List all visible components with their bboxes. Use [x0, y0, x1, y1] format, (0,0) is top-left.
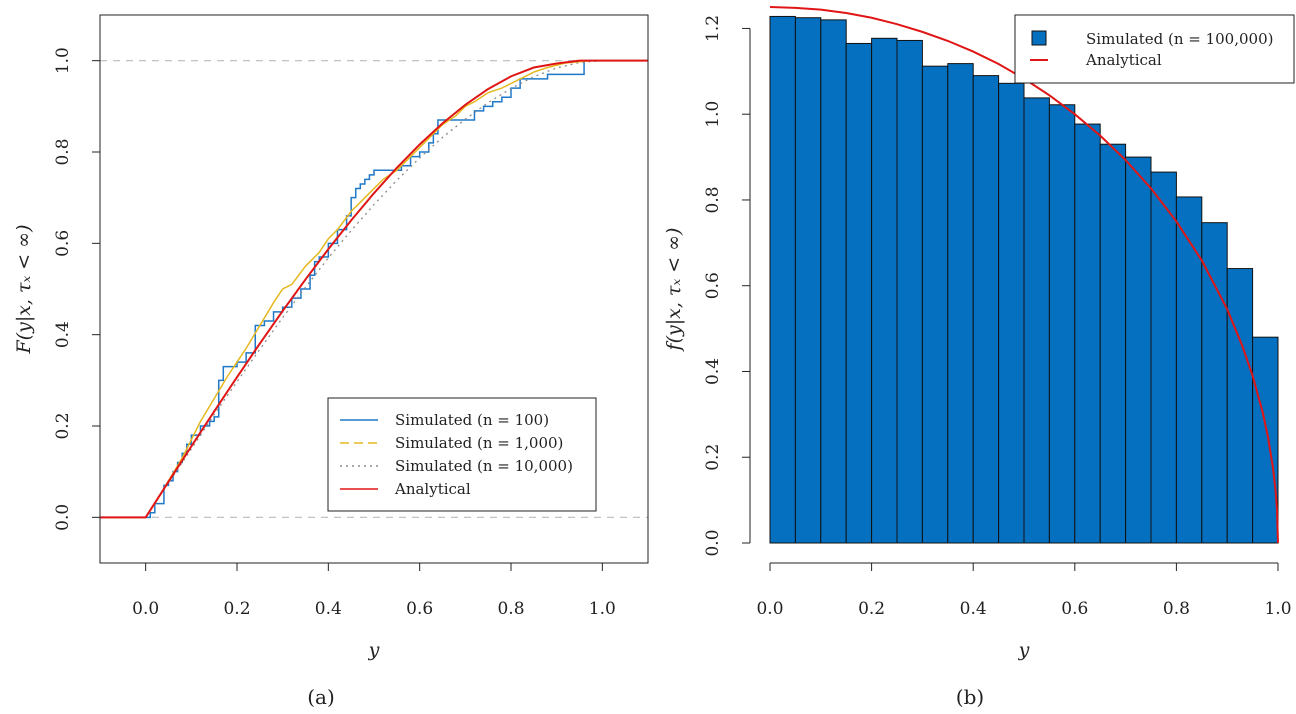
panel-a-series-group: [100, 59, 648, 519]
panel-a-legend-label-3: Analytical: [394, 480, 471, 498]
panel-b-x-tick-label: 0.8: [1163, 599, 1190, 619]
panel-b-x-tick-label: 0.6: [1061, 599, 1088, 619]
panel-a-y-tick-label: 0.2: [53, 412, 73, 439]
histogram-bar: [1074, 123, 1101, 544]
panel-b-legend-swatch-0: [1031, 30, 1047, 46]
histogram-bar: [794, 17, 822, 544]
panel-a-plot-area: [100, 59, 648, 519]
panel-a-legend-label-0: Simulated (n = 100): [395, 411, 549, 429]
panel-a-legend-box: [327, 397, 597, 512]
panel-a-y-axis: 0.0 0.2 0.4 0.6 0.8 1.0: [53, 47, 100, 531]
panel-a-y-tick-label: 0.8: [53, 138, 73, 165]
panel-a-y-tick-label: 1.0: [53, 47, 73, 74]
panel-b-y-tick-label: 0.4: [703, 358, 723, 385]
panel-b-y-tick-label: 0.6: [703, 272, 723, 299]
panel-a-frame: [99, 14, 649, 564]
histogram-bar: [972, 75, 1000, 544]
histogram-bar: [1023, 97, 1050, 544]
panel-a-legend-label-2: Simulated (n = 10,000): [395, 457, 573, 475]
panel-a-x-axis: 0.0 0.2 0.4 0.6 0.8 1.0: [132, 563, 616, 619]
panel-b-y-axis: 0.0 0.2 0.4 0.6 0.8 1.0 1.2: [703, 15, 751, 557]
histogram-bar: [1226, 268, 1254, 544]
panel-b-curve-group: [769, 6, 1279, 544]
panel-a-x-tick-label: 1.0: [589, 599, 616, 619]
panel-a-x-tick-label: 0.0: [132, 599, 159, 619]
panel-a-legend-label-1: Simulated (n = 1,000): [395, 434, 563, 452]
panel-b-y-tick-label: 1.0: [703, 101, 723, 128]
panel-b-legend-label-0: Simulated (n = 100,000): [1086, 30, 1273, 48]
panel-b-y-label: f(y|x, τₓ < ∞): [663, 228, 685, 353]
histogram-bar: [769, 15, 796, 544]
histogram-bar: [1125, 156, 1152, 544]
panel-b-legend-box: [1014, 14, 1295, 84]
panel-b-legend: Simulated (n = 100,000) Analytical: [1014, 14, 1295, 84]
panel-a-y-tick-label: 0.6: [53, 230, 73, 257]
panel-b-y-tick-label: 0.0: [703, 529, 723, 556]
panel-b-y-tick-label: 0.2: [703, 444, 723, 471]
panel-b-x-label: y: [1018, 639, 1030, 661]
panel-b-legend-label-1: Analytical: [1085, 51, 1162, 69]
histogram-bar: [896, 39, 923, 544]
histogram-bar: [1252, 336, 1279, 544]
histogram-bar: [1201, 222, 1228, 544]
panel-b-caption: (b): [956, 685, 984, 709]
panel-a-x-label: y: [368, 639, 380, 661]
panel-a-y-tick-label: 0.4: [53, 321, 73, 348]
series-analytical-line: [100, 59, 648, 519]
histogram-bar: [1175, 196, 1203, 544]
panel-a-y-label: F(y|x, τₓ < ∞): [13, 224, 35, 354]
panel-b-bars-group: [769, 15, 1279, 544]
panel-a-caption: (a): [307, 685, 335, 709]
histogram-bar: [921, 65, 949, 544]
histogram-bar: [1048, 104, 1076, 544]
panel-a-x-tick-label: 0.2: [223, 599, 250, 619]
analytical-density-curve: [769, 6, 1279, 544]
series-n10000-line: [100, 60, 648, 518]
panel-a-x-tick-label: 0.4: [315, 599, 342, 619]
panel-a-y-tick-label: 0.0: [53, 504, 73, 531]
panel-a-x-tick-label: 0.8: [497, 599, 524, 619]
panel-b: 0.0 0.2 0.4 0.6 0.8 1.0 0.0 0.2 0.4 0.6 0.8 1.0 1.2…: [663, 6, 1295, 709]
histogram-bar: [1150, 171, 1177, 544]
histogram-bar: [845, 42, 873, 544]
histogram-bar: [1099, 143, 1127, 544]
panel-b-x-tick-label: 0.4: [960, 599, 987, 619]
histogram-bar: [820, 19, 847, 544]
panel-b-x-tick-label: 1.0: [1264, 599, 1291, 619]
panel-b-x-axis: 0.0 0.2 0.4 0.6 0.8 1.0: [756, 562, 1292, 619]
panel-a-legend: Simulated (n = 100) Simulated (n = 1,000…: [327, 397, 597, 512]
panel-b-y-tick-label: 1.2: [703, 15, 723, 42]
panel-b-x-tick-label: 0.0: [756, 599, 783, 619]
histogram-bar: [998, 82, 1025, 544]
panel-b-x-tick-label: 0.2: [858, 599, 885, 619]
panel-a-x-tick-label: 0.6: [406, 599, 433, 619]
histogram-bar: [871, 37, 898, 544]
panel-b-y-tick-label: 0.8: [703, 186, 723, 213]
series-n1000-line: [100, 59, 648, 519]
panel-a: 0.0 0.2 0.4 0.6 0.8 1.0 0.00.20.40.60.81.0 y …: [13, 14, 649, 709]
histogram-bar: [947, 63, 974, 544]
